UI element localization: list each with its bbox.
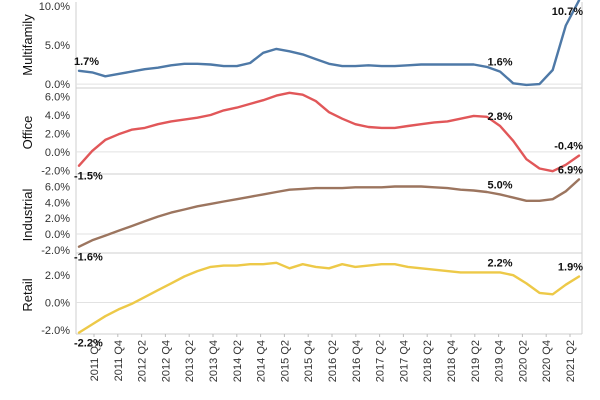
- x-tick-label: 2013 Q2: [184, 340, 196, 382]
- x-tick-label: 2015 Q4: [303, 340, 315, 382]
- x-tick-label: 2012 Q4: [160, 340, 172, 382]
- data-label: -1.5%: [74, 171, 103, 183]
- y-tick-label: 6.0%: [45, 92, 70, 104]
- y-tick-label: 4.0%: [45, 197, 70, 209]
- y-tick-label: -2.0%: [41, 325, 70, 337]
- x-tick-label: 2014 Q4: [256, 340, 268, 382]
- x-tick-label: 2011 Q2: [89, 340, 101, 381]
- data-label: 2.2%: [488, 257, 513, 269]
- y-tick-label: 6.0%: [45, 182, 70, 194]
- panel-office: -2.0% 0.0% 2.0% 4.0% 6.0% Office -1.5% 2.8% -0.4…: [20, 92, 583, 183]
- x-tick-label: 2021 Q2: [565, 340, 577, 382]
- y-tick-label: 5.0%: [45, 40, 70, 52]
- data-label: -2.2%: [74, 338, 103, 350]
- panel-title: Retail: [20, 278, 35, 311]
- y-tick-label: 0.0%: [45, 147, 70, 159]
- y-tick-label: 0.0%: [45, 79, 70, 91]
- y-tick-label: 2.0%: [45, 270, 70, 282]
- x-tick-label: 2013 Q4: [208, 340, 220, 382]
- panel-title: Industrial: [20, 189, 35, 242]
- y-tick-label: -2.0%: [41, 165, 70, 177]
- data-label: 6.9%: [558, 164, 583, 176]
- x-tick-label: 2016 Q2: [327, 340, 339, 382]
- y-tick-label: 2.0%: [45, 213, 70, 225]
- series-line-multifamily: [77, 0, 581, 87]
- data-label: -0.4%: [554, 141, 583, 153]
- x-tick-label: 2017 Q4: [398, 340, 410, 382]
- panel-industrial: -2.0% 0.0% 2.0% 4.0% 6.0% Industrial -1.6% 5.0%…: [20, 164, 583, 263]
- data-label: 2.8%: [488, 111, 513, 123]
- y-tick-label: 0.0%: [45, 298, 70, 310]
- x-tick-label: 2015 Q2: [279, 340, 291, 382]
- x-tick-label: 2019 Q2: [470, 340, 482, 382]
- x-tick-label: 2014 Q2: [232, 340, 244, 382]
- data-label: 1.6%: [488, 57, 513, 69]
- y-tick-label: -2.0%: [41, 245, 70, 257]
- data-label: 1.9%: [558, 262, 583, 274]
- x-tick-label: 2017 Q2: [375, 340, 387, 382]
- x-tick-label: 2012 Q2: [137, 340, 149, 382]
- series-line-retail: [77, 261, 581, 334]
- panel-title: Office: [20, 116, 35, 150]
- x-tick-label: 2019 Q4: [494, 340, 506, 382]
- x-tick-label: 2020 Q4: [541, 340, 553, 382]
- x-tick-label: 2018 Q2: [422, 340, 434, 382]
- x-tick-label: 2018 Q4: [446, 340, 458, 382]
- x-tick-label: 2011 Q4: [113, 340, 125, 381]
- y-tick-label: 0.0%: [45, 229, 70, 241]
- y-tick-label: 10.0%: [39, 1, 70, 13]
- panel-multifamily: 0.0% 5.0% 10.0% Multifamily 1.7% 1.6% 10.7%: [20, 0, 583, 91]
- panel-title: Multifamily: [20, 14, 35, 76]
- x-tick-label: 2020 Q2: [517, 340, 529, 382]
- x-tick-label: 2016 Q4: [351, 340, 363, 382]
- series-line-office: [77, 91, 581, 173]
- y-tick-label: 2.0%: [45, 128, 70, 140]
- panel-retail: -2.0% 0.0% 2.0% Retail -2.2% 2.2% 1.9%: [20, 257, 583, 349]
- series-line-industrial: [77, 178, 581, 248]
- data-label: -1.6%: [74, 252, 103, 264]
- data-label: 1.7%: [74, 56, 99, 68]
- data-label: 10.7%: [552, 6, 583, 18]
- data-label: 5.0%: [488, 179, 513, 191]
- y-tick-label: 4.0%: [45, 110, 70, 122]
